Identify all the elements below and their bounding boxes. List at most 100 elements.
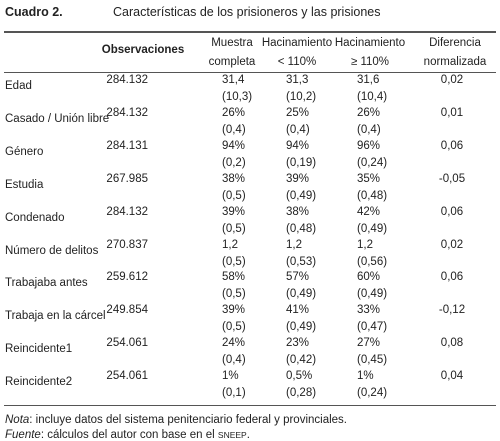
mean: 1% (357, 370, 374, 383)
column-header: Hacinamiento (261, 37, 333, 49)
mean: 1% (222, 370, 239, 383)
observations: 270.837 (106, 238, 148, 251)
observations: 267.985 (106, 172, 148, 185)
row-label: Número de delitos (5, 244, 99, 257)
normalized-diff: 0,08 (440, 337, 464, 350)
mean: 94% (222, 139, 246, 152)
std-dev: (0,19) (286, 156, 317, 169)
std-dev: (0,5) (222, 255, 246, 268)
column-header: < 110% (277, 56, 317, 68)
normalized-diff: 0,06 (440, 205, 464, 218)
table-label: Cuadro 2. (5, 5, 63, 19)
mean: 57% (286, 271, 310, 284)
std-dev: (0,5) (222, 321, 246, 334)
std-dev: (10,2) (286, 91, 317, 103)
std-dev: (0,47) (357, 321, 388, 334)
std-dev: (0,2) (222, 156, 246, 169)
column-header: Muestra (211, 37, 253, 49)
mean: 23% (286, 337, 310, 350)
note-label: Nota (5, 414, 30, 426)
std-dev: (0,4) (286, 123, 310, 136)
std-dev: (0,24) (357, 156, 388, 169)
mean: 39% (222, 205, 246, 218)
observations: 254.061 (106, 370, 148, 383)
std-dev: (0,49) (357, 222, 388, 235)
mean: 27% (357, 337, 381, 350)
mean: 1,2 (357, 238, 373, 251)
std-dev: (0,48) (286, 222, 317, 235)
row-label: Trabaja en la cárcel (5, 310, 106, 323)
std-dev: (0,5) (222, 189, 246, 202)
mean: 31,3 (286, 74, 309, 86)
column-header: normalizada (423, 56, 487, 68)
observations: 284.131 (106, 139, 148, 152)
mean: 39% (286, 172, 310, 185)
std-dev: (0,49) (286, 288, 317, 301)
observations: 259.612 (106, 271, 148, 284)
mean: 41% (286, 304, 310, 317)
mean: 0,5% (286, 370, 313, 383)
observations: 254.061 (106, 337, 148, 350)
table-title: Características de los prisioneros y las… (113, 5, 381, 19)
rule (4, 31, 496, 33)
mean: 1,2 (222, 238, 238, 251)
mean: 26% (357, 106, 381, 119)
column-header: Diferencia (429, 37, 481, 49)
rule (4, 405, 496, 406)
std-dev: (0,1) (222, 387, 246, 400)
mean: 24% (222, 337, 246, 350)
std-dev: (0,4) (222, 354, 246, 367)
note-abbr: SNEEP (217, 430, 247, 440)
mean: 1,2 (286, 238, 302, 251)
std-dev: (0,4) (357, 123, 381, 136)
std-dev: (0,28) (286, 387, 317, 400)
mean: 31,4 (222, 74, 245, 86)
mean: 33% (357, 304, 381, 317)
mean: 58% (222, 271, 246, 284)
normalized-diff: -0,12 (438, 304, 466, 317)
std-dev: (10,3) (222, 91, 253, 103)
mean: 39% (222, 304, 246, 317)
note: Fuente: cálculos del autor con base en e… (5, 428, 250, 441)
mean: 35% (357, 172, 381, 185)
row-label: Reincidente1 (5, 343, 73, 356)
std-dev: (0,56) (357, 255, 388, 268)
column-header: completa (208, 56, 256, 68)
normalized-diff: -0,05 (438, 172, 466, 185)
std-dev: (0,49) (357, 288, 388, 301)
std-dev: (0,24) (357, 387, 388, 400)
normalized-diff: 0,04 (440, 370, 464, 383)
row-label: Género (5, 145, 44, 158)
mean: 38% (286, 205, 310, 218)
note-label: Fuente (5, 429, 41, 441)
mean: 38% (222, 172, 246, 185)
note-text: : cálculos del autor con base en el (40, 429, 218, 441)
std-dev: (0,5) (222, 288, 246, 301)
normalized-diff: 0,02 (440, 74, 464, 86)
column-header: Observaciones (101, 44, 185, 56)
normalized-diff: 0,06 (440, 271, 464, 284)
column-header: Hacinamiento (334, 37, 406, 49)
row-label: Reincidente2 (5, 376, 73, 389)
mean: 26% (222, 106, 246, 119)
mean: 25% (286, 106, 310, 119)
mean: 94% (286, 139, 310, 152)
normalized-diff: 0,02 (440, 238, 464, 251)
mean: 96% (357, 139, 381, 152)
rule (4, 72, 496, 73)
mean: 42% (357, 205, 381, 218)
note: Nota: incluye datos del sistema penitenc… (5, 413, 347, 427)
std-dev: (0,49) (286, 189, 317, 202)
row-label: Trabajaba antes (5, 277, 88, 290)
row-label: Estudia (5, 178, 44, 191)
observations: 249.854 (106, 304, 148, 317)
std-dev: (0,42) (286, 354, 317, 367)
std-dev: (0,48) (357, 189, 388, 202)
observations: 284.132 (106, 74, 148, 86)
std-dev: (0,45) (357, 354, 388, 367)
row-label: Casado / Unión libre (5, 112, 110, 125)
normalized-diff: 0,06 (440, 139, 464, 152)
row-label: Edad (5, 80, 32, 92)
row-label: Condenado (5, 211, 65, 224)
